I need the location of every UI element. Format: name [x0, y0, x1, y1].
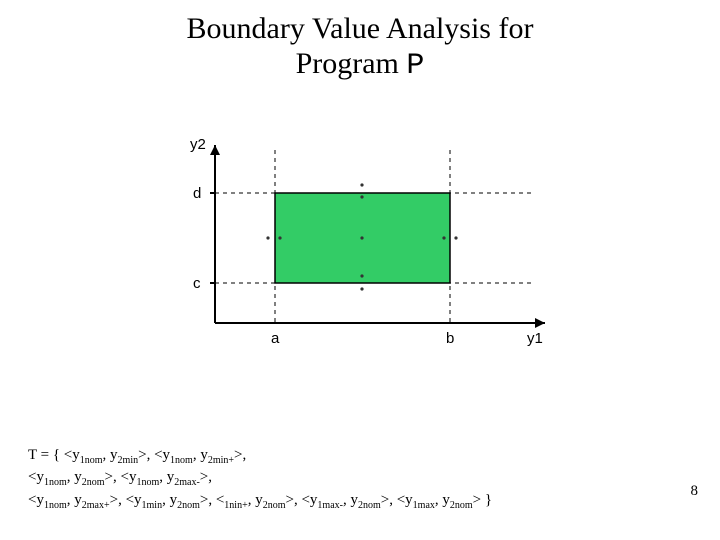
svg-text:y2: y2: [190, 136, 206, 153]
chart-svg: y2 d c a b y1: [160, 135, 560, 365]
svg-text:d: d: [193, 185, 201, 202]
title-line-1: Boundary Value Analysis for: [187, 12, 534, 45]
svg-text:a: a: [271, 330, 280, 347]
page-number: 8: [691, 483, 699, 500]
title-line-2b: P: [406, 49, 424, 83]
test-set-formula: T = { <y1nom, y2min>, <y1nom, y2min+>, <…: [28, 445, 668, 513]
svg-text:b: b: [446, 330, 454, 347]
title-line-2a: Program: [296, 47, 407, 80]
slide-title: Boundary Value Analysis for Program P: [0, 0, 720, 83]
svg-text:c: c: [193, 275, 201, 292]
svg-text:y1: y1: [527, 330, 543, 347]
bva-chart: y2 d c a b y1: [160, 135, 560, 365]
